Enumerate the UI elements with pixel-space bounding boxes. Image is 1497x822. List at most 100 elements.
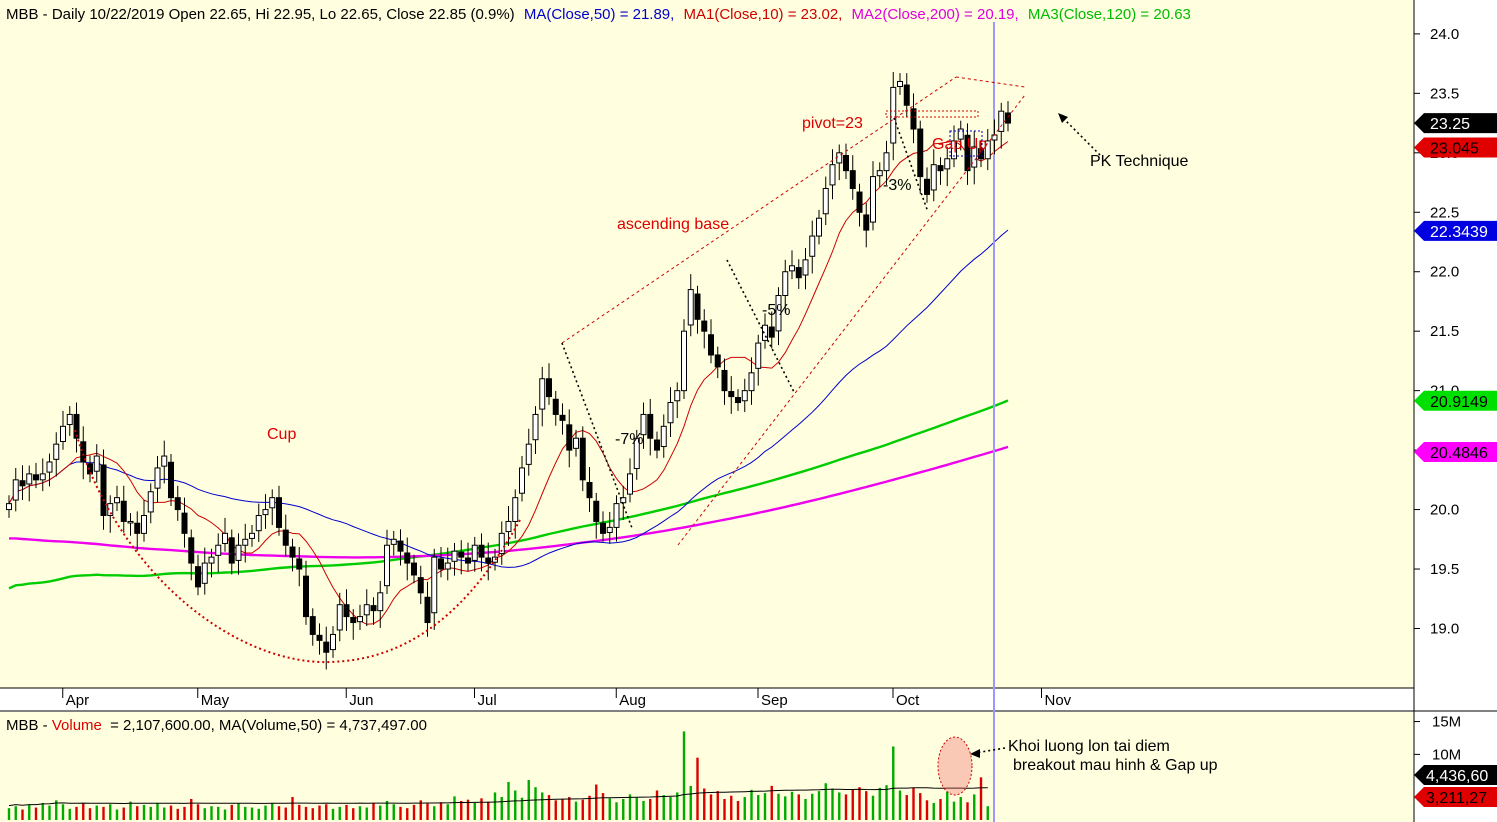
candle-body — [323, 641, 330, 653]
pattern-drawings — [74, 76, 1101, 796]
candle-body — [289, 546, 296, 558]
volume-bar — [703, 788, 706, 820]
price-panel-background — [0, 0, 1414, 688]
volume-bar — [932, 802, 935, 820]
candle-body — [343, 604, 350, 618]
volume-bar — [82, 803, 85, 820]
volume-bar — [520, 797, 524, 820]
volume-bar — [426, 803, 429, 820]
candle-body — [465, 557, 471, 564]
volume-flag-label: 4,436,60 — [1426, 768, 1488, 785]
candle-body — [269, 497, 276, 509]
candle-body — [998, 110, 1005, 132]
volume-bar — [716, 791, 719, 820]
volume-bar — [379, 805, 382, 820]
volume-bar — [203, 808, 206, 820]
volume-flag — [1414, 787, 1497, 807]
volume-bar — [264, 805, 267, 820]
candle-body — [485, 557, 492, 564]
price-tick-label: 20.0 — [1430, 502, 1459, 519]
candle-body — [667, 402, 674, 424]
volume-bar — [676, 792, 679, 820]
volume-bar — [88, 808, 92, 820]
candle-body — [924, 178, 930, 195]
volume-bar — [439, 802, 443, 820]
volume-bar — [68, 808, 71, 820]
candle-body — [330, 633, 336, 651]
candle-body — [255, 515, 262, 532]
candle-body — [114, 497, 120, 504]
volume-bar — [7, 808, 11, 820]
candle-body — [694, 293, 701, 320]
volume-bar — [514, 790, 517, 820]
volume-bar — [61, 804, 65, 820]
volume-bar — [905, 795, 908, 820]
candle-body — [633, 437, 640, 470]
volume-bar — [790, 791, 794, 820]
volume-bar — [655, 790, 659, 820]
price-tick-label: 19.0 — [1430, 620, 1459, 637]
volume-bar — [878, 787, 881, 820]
candle-body — [471, 544, 478, 561]
candle-body — [39, 473, 46, 481]
volume-bar — [743, 797, 746, 820]
volume-bar — [979, 777, 983, 820]
gap-box — [949, 130, 983, 157]
volume-bar — [75, 806, 78, 820]
volume-bar — [446, 804, 449, 820]
candle-body — [714, 354, 721, 368]
volume-bar — [102, 806, 105, 820]
volume-bar — [129, 801, 132, 820]
candle-body — [404, 552, 411, 564]
candle-body — [876, 170, 883, 177]
volume-bar — [730, 795, 733, 820]
candle-body — [660, 425, 667, 448]
candle-body — [80, 441, 87, 463]
candle-body — [566, 424, 573, 451]
volume-bar — [669, 797, 672, 820]
time-axis: Apr May Jun Jul Aug Sep Oct Nov — [62, 688, 1072, 709]
volume-bar — [271, 802, 274, 820]
candle-body — [147, 491, 154, 513]
volume-bar — [385, 800, 389, 820]
volume-bar — [770, 785, 773, 820]
candle-body — [883, 152, 890, 172]
volume-bar — [352, 808, 355, 820]
candle-body — [897, 80, 903, 88]
volume-bar — [547, 795, 551, 820]
volume-bar — [493, 792, 497, 820]
candle-body — [357, 616, 363, 623]
volume-bar — [635, 797, 638, 820]
candle-body — [822, 187, 829, 215]
volume-bar — [986, 806, 989, 820]
price-flag-label: 20.9149 — [1430, 394, 1488, 411]
volume-bar — [777, 793, 780, 820]
volume-bar — [419, 800, 422, 820]
candle-body — [579, 437, 586, 481]
candle-body — [606, 526, 613, 533]
volume-bar — [460, 800, 463, 820]
price-tick-label: 23.5 — [1430, 85, 1459, 102]
volume-bar — [723, 799, 726, 820]
candle-body — [303, 575, 309, 618]
cup-curve — [74, 429, 521, 664]
volume-bar — [21, 809, 24, 820]
candle-body — [249, 532, 255, 539]
volume-bar — [554, 800, 557, 820]
price-tick-label: 21.5 — [1430, 323, 1459, 340]
volume-bar — [892, 746, 895, 820]
volume-bar — [453, 796, 456, 820]
volume-bar — [34, 807, 38, 820]
candle-body — [12, 479, 19, 501]
candle-body — [262, 509, 269, 516]
volume-bar — [615, 802, 618, 820]
volume-note-line-2: breakout mau hinh & Gap up — [1013, 757, 1218, 774]
candle-body — [19, 480, 26, 487]
candle-body — [208, 556, 215, 564]
candle-body — [789, 265, 795, 272]
volume-bar — [284, 807, 287, 820]
candle-body — [525, 443, 532, 465]
candle-body — [316, 634, 323, 641]
pk-arrow — [1061, 116, 1101, 156]
volume-bar — [595, 784, 598, 820]
